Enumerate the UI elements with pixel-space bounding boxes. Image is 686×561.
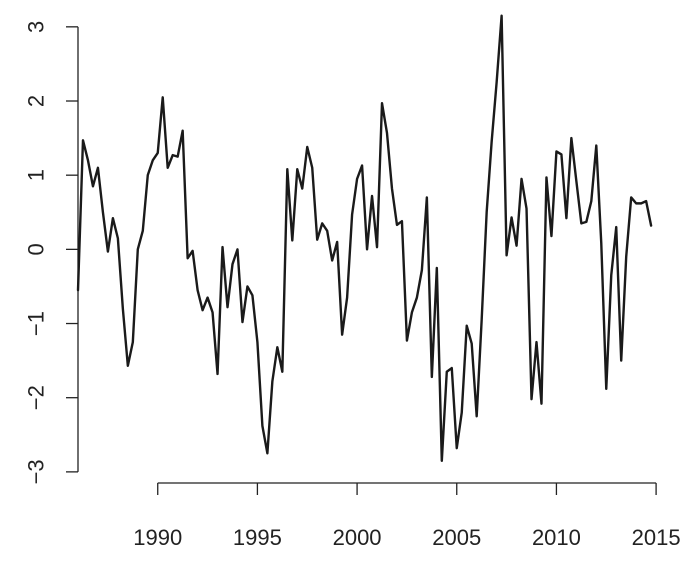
x-tick-label: 2010 <box>532 525 581 550</box>
x-tick-label: 1995 <box>233 525 282 550</box>
y-tick-label: 3 <box>24 21 49 33</box>
y-tick-label: 0 <box>24 243 49 255</box>
plot-area <box>76 14 653 462</box>
series-line <box>76 14 653 462</box>
x-tick-label: 2005 <box>432 525 481 550</box>
y-tick-label: −3 <box>24 459 49 484</box>
y-tick-label: 2 <box>24 95 49 107</box>
x-tick-label: 2015 <box>632 525 681 550</box>
y-axis: −3 −2 −1 0 1 2 3 <box>24 21 79 484</box>
x-tick-label: 2000 <box>333 525 382 550</box>
x-tick-label: 1990 <box>133 525 182 550</box>
x-axis: 1990 1995 2000 2005 2010 2015 <box>133 482 681 550</box>
y-tick-label: 1 <box>24 169 49 181</box>
y-tick-label: −2 <box>24 385 49 410</box>
y-tick-label: −1 <box>24 311 49 336</box>
